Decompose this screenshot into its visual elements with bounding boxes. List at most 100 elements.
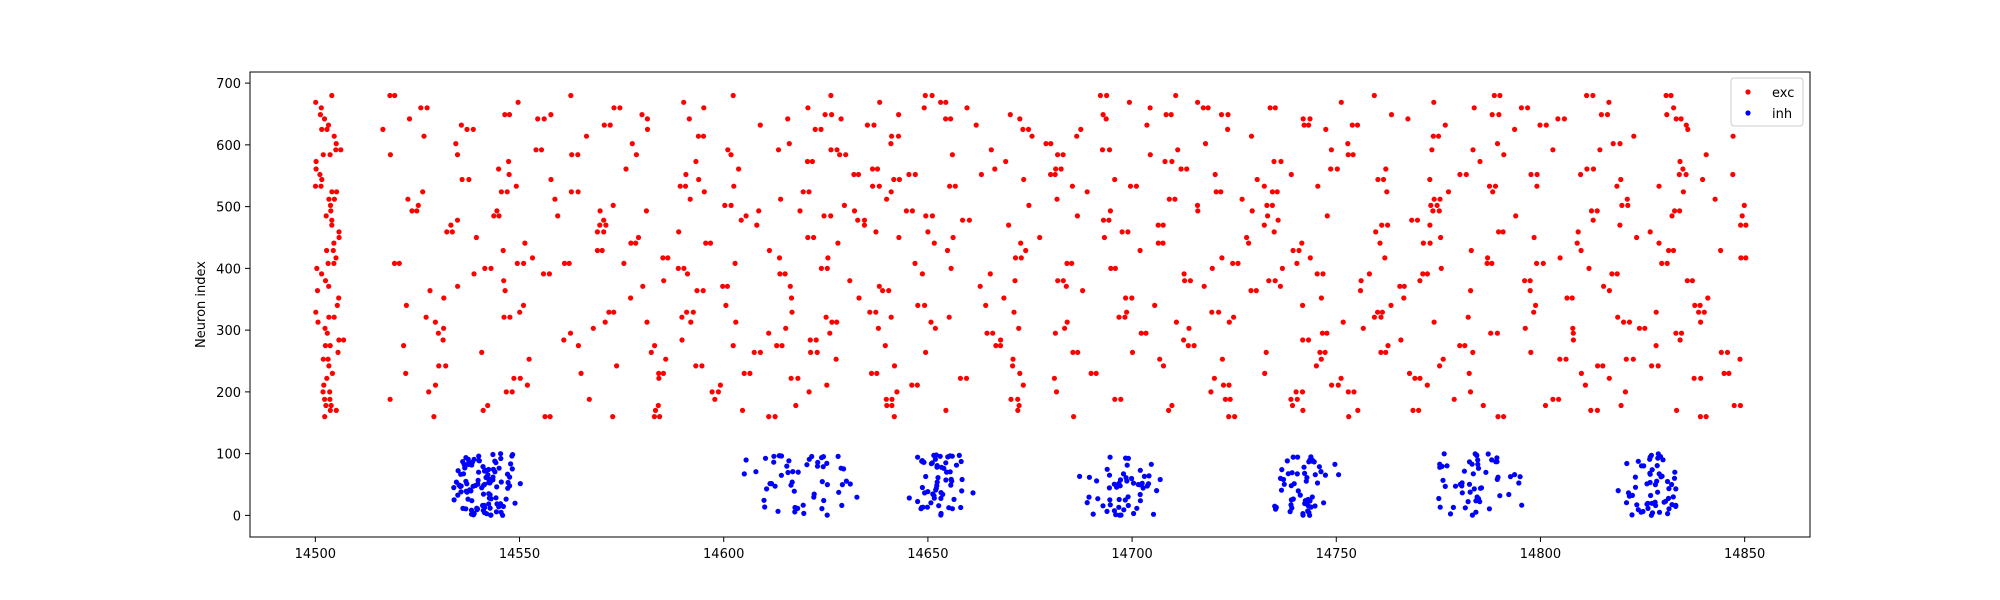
exc-spike — [1212, 171, 1218, 178]
exc-spike — [601, 122, 607, 128]
inh-spike — [1645, 505, 1651, 511]
exc-spike — [1420, 271, 1426, 277]
exc-spike — [1379, 222, 1385, 228]
exc-spike — [1218, 112, 1225, 118]
exc-spike — [779, 343, 785, 349]
inh-spike — [784, 463, 790, 469]
exc-spike — [868, 370, 875, 376]
exc-spike — [743, 213, 749, 219]
exc-spike — [1051, 375, 1057, 381]
exc-spike — [1052, 171, 1058, 178]
exc-spike — [458, 122, 464, 128]
inh-spike — [498, 451, 504, 457]
exc-spike — [1670, 247, 1677, 254]
exc-spike — [1290, 247, 1296, 254]
exc-spike — [1160, 240, 1166, 246]
exc-spike — [328, 402, 334, 409]
exc-spike — [1618, 176, 1624, 183]
exc-spike — [326, 283, 332, 289]
inh-spike — [792, 504, 798, 511]
inh-spike — [762, 455, 769, 461]
exc-spike — [602, 319, 608, 325]
inh-spike — [1634, 502, 1640, 508]
exc-spike — [889, 396, 895, 402]
exc-spike — [946, 314, 952, 320]
exc-spike — [1540, 260, 1546, 266]
exc-spike — [1470, 349, 1476, 355]
exc-spike — [1060, 152, 1066, 158]
inh-spike — [1297, 492, 1303, 498]
exc-spike — [1248, 133, 1255, 139]
exc-spike — [1175, 147, 1181, 153]
exc-spike — [1017, 116, 1023, 122]
exc-spike — [1103, 116, 1109, 122]
inh-spike — [824, 482, 831, 488]
exc-spike — [788, 295, 795, 301]
exc-spike — [1375, 176, 1381, 183]
exc-spike — [786, 141, 792, 147]
exc-spike — [1673, 116, 1679, 122]
exc-spike — [919, 271, 926, 277]
exc-spike — [883, 396, 889, 402]
inh-spike — [508, 461, 514, 467]
exc-spike — [1383, 349, 1389, 355]
exc-spike — [1307, 255, 1313, 261]
inh-spike — [1104, 466, 1110, 472]
exc-spike — [334, 302, 340, 308]
exc-spike — [1227, 396, 1233, 402]
inh-spike — [1295, 454, 1301, 460]
exc-spike — [676, 229, 682, 235]
exc-spike — [782, 271, 788, 277]
exc-spike — [331, 314, 337, 320]
exc-spike — [599, 247, 605, 254]
exc-spike — [1357, 288, 1364, 294]
inh-spike — [1312, 472, 1318, 478]
exc-spike — [606, 309, 612, 315]
exc-spike — [322, 396, 328, 402]
exc-spike — [1410, 407, 1416, 413]
exc-spike — [312, 183, 319, 189]
exc-spike — [1743, 255, 1749, 261]
inh-spike — [919, 484, 926, 491]
exc-spike — [889, 133, 895, 139]
inh-spike — [1494, 476, 1500, 482]
exc-spike — [1737, 356, 1743, 362]
inh-spike — [824, 460, 830, 466]
inh-spike — [498, 479, 504, 485]
exc-spike — [929, 213, 936, 219]
exc-spike — [1500, 229, 1506, 235]
exc-spike — [603, 222, 609, 228]
exc-spike — [1698, 375, 1704, 381]
exc-spike — [1025, 126, 1032, 132]
exc-spike — [1527, 278, 1533, 284]
exc-spike — [1048, 171, 1054, 178]
exc-spike — [628, 240, 634, 246]
exc-spike — [915, 302, 921, 308]
exc-spike — [1053, 389, 1060, 395]
exc-spike — [1360, 325, 1366, 331]
inh-spike — [943, 460, 949, 466]
exc-spike — [521, 260, 527, 266]
exc-spike — [921, 105, 927, 111]
exc-spike — [833, 356, 839, 362]
inh-spike — [948, 482, 954, 488]
exc-spike — [1664, 112, 1670, 118]
exc-spike — [774, 343, 780, 349]
exc-spike — [1501, 152, 1507, 158]
exc-spike — [1528, 171, 1534, 178]
exc-spike — [504, 189, 510, 195]
exc-spike — [1550, 396, 1556, 402]
exc-spike — [1200, 105, 1206, 111]
exc-spike — [1218, 189, 1224, 195]
exc-spike — [1557, 356, 1563, 362]
inh-spike — [498, 455, 504, 462]
exc-spike — [1253, 288, 1259, 294]
inh-spike — [1469, 461, 1475, 467]
exc-spike — [1084, 189, 1090, 195]
inh-spike — [1314, 480, 1321, 486]
exc-spike — [818, 265, 825, 271]
inh-spike — [475, 481, 481, 487]
exc-spike — [479, 349, 485, 355]
exc-spike — [506, 171, 512, 178]
exc-spike — [1064, 319, 1070, 325]
